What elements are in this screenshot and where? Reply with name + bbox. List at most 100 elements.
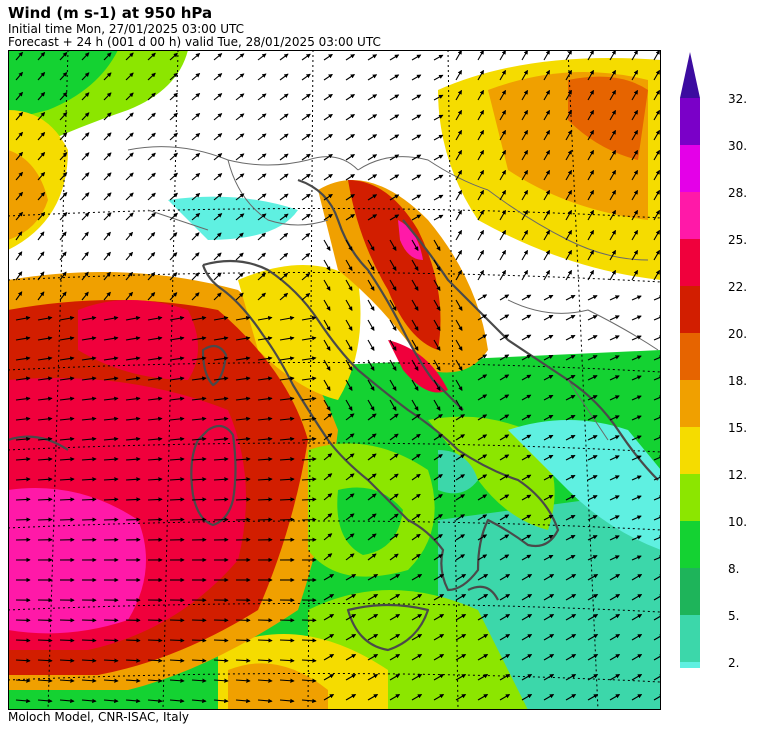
legend-swatch [680, 333, 700, 380]
wind-arrow [81, 638, 97, 643]
wind-arrow [213, 292, 222, 301]
wind-arrow [301, 253, 311, 261]
wind-arrow [323, 173, 333, 181]
wind-arrow [125, 291, 133, 301]
wind-arrow [477, 514, 488, 521]
wind-arrow [565, 514, 576, 521]
wind-arrow [609, 129, 616, 141]
wind-arrow [411, 239, 419, 252]
wind-arrow [521, 374, 532, 381]
map-title: Wind (m s-1) at 950 hPa [8, 4, 213, 22]
wind-arrow [59, 212, 68, 221]
wind-arrow [609, 594, 621, 601]
wind-arrow [367, 634, 379, 641]
wind-arrow [587, 149, 594, 161]
wind-arrow [59, 192, 68, 201]
wind-arrow [147, 396, 163, 401]
wind-arrow [213, 416, 229, 422]
wind-arrow [81, 112, 90, 121]
wind-arrow [37, 91, 46, 101]
legend-label: 2. [728, 656, 739, 668]
wind-arrow [477, 574, 489, 581]
wind-arrow [653, 375, 661, 381]
wind-arrow [147, 376, 163, 381]
wind-arrow [609, 515, 620, 521]
wind-arrow [543, 334, 554, 341]
wind-arrow [345, 94, 356, 101]
wind-arrow [389, 413, 399, 421]
wind-arrow [147, 517, 163, 522]
wind-arrow [301, 113, 311, 121]
wind-arrow [301, 356, 317, 361]
wind-arrow [543, 354, 554, 361]
wind-arrow [477, 129, 484, 141]
wind-arrow [235, 698, 251, 704]
wind-arrow [477, 494, 488, 501]
wind-arrow [169, 72, 178, 81]
wind-arrow [521, 89, 528, 101]
wind-arrow [411, 574, 423, 581]
wind-arrow [191, 193, 201, 201]
wind-arrow [499, 594, 511, 601]
wind-arrow [257, 336, 273, 341]
legend-label: 25. [728, 233, 747, 247]
wind-arrow [565, 334, 576, 341]
wind-arrow [279, 477, 295, 482]
wind-arrow [477, 654, 489, 661]
wind-arrow [103, 52, 112, 61]
wind-arrow [257, 315, 273, 321]
wind-arrow [235, 173, 245, 181]
wind-arrow [565, 394, 576, 401]
wind-arrow [345, 453, 355, 461]
wind-arrow [653, 335, 661, 341]
wind-arrow [477, 614, 489, 621]
wind-arrow [411, 493, 421, 501]
wind-arrow [499, 269, 506, 281]
wind-arrow [147, 272, 156, 281]
wind-arrow [81, 132, 90, 141]
wind-speed-shading [8, 50, 661, 710]
wind-arrow [455, 474, 466, 481]
wind-arrow [389, 359, 397, 372]
wind-arrow [15, 356, 31, 361]
wind-arrow [367, 114, 378, 121]
wind-arrow [609, 209, 616, 221]
wind-arrow [499, 694, 511, 701]
legend-label: 8. [728, 562, 739, 576]
wind-arrow [279, 93, 289, 101]
wind-arrow [609, 574, 621, 581]
wind-arrow [411, 174, 422, 181]
wind-arrow [147, 315, 163, 321]
wind-arrow [15, 376, 31, 381]
wind-arrow [367, 134, 378, 141]
wind-arrow [367, 174, 378, 181]
wind-arrow [631, 574, 643, 581]
wind-arrow [477, 209, 484, 221]
legend-label: 18. [728, 374, 747, 388]
wind-arrow [81, 72, 90, 81]
wind-arrow [37, 231, 45, 241]
wind-arrow [301, 658, 317, 663]
legend-swatch [680, 568, 700, 615]
wind-arrow [323, 93, 333, 101]
wind-arrow [411, 279, 419, 292]
wind-arrow [323, 339, 331, 352]
wind-arrow [455, 109, 462, 121]
wind-arrow [345, 134, 356, 141]
wind-arrow [147, 436, 163, 442]
wind-arrow [653, 435, 661, 441]
wind-arrow [587, 375, 598, 381]
wind-arrow [499, 294, 510, 301]
wind-arrow [477, 189, 484, 201]
wind-arrow [191, 698, 207, 704]
wind-arrow [345, 413, 355, 421]
wind-arrow [213, 456, 229, 462]
wind-arrow [587, 209, 594, 221]
wind-arrow [587, 69, 594, 81]
wind-arrow [81, 416, 97, 422]
wind-arrow [103, 72, 112, 81]
wind-arrow [103, 336, 119, 341]
wind-arrow [147, 152, 156, 161]
wind-arrow [477, 474, 488, 481]
wind-arrow [477, 374, 488, 381]
